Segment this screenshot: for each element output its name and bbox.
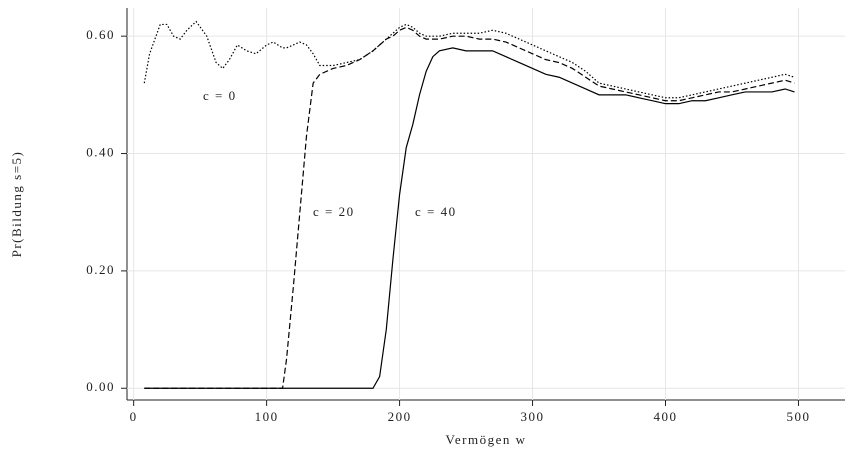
x-axis-label: Vermögen w xyxy=(445,432,526,447)
x-tick-label: 100 xyxy=(255,409,279,424)
series-label: c = 40 xyxy=(415,204,457,219)
y-tick-label: 0.40 xyxy=(86,145,115,160)
series-line xyxy=(144,26,795,389)
series-line xyxy=(143,20,795,99)
y-tick-label: 0.20 xyxy=(86,262,115,277)
x-tick-label: 0 xyxy=(130,409,138,424)
series-label: c = 20 xyxy=(313,204,355,219)
x-tick-label: 400 xyxy=(654,409,678,424)
series-label: c = 0 xyxy=(203,88,237,103)
y-tick-label: 0.00 xyxy=(86,379,115,394)
y-tick-label: 0.60 xyxy=(86,27,115,42)
series-line xyxy=(144,47,795,389)
x-tick-label: 200 xyxy=(388,409,412,424)
x-tick-label: 500 xyxy=(786,409,810,424)
x-tick-label: 300 xyxy=(521,409,545,424)
y-axis-label: Pr(Bildung s=5) xyxy=(9,151,24,258)
